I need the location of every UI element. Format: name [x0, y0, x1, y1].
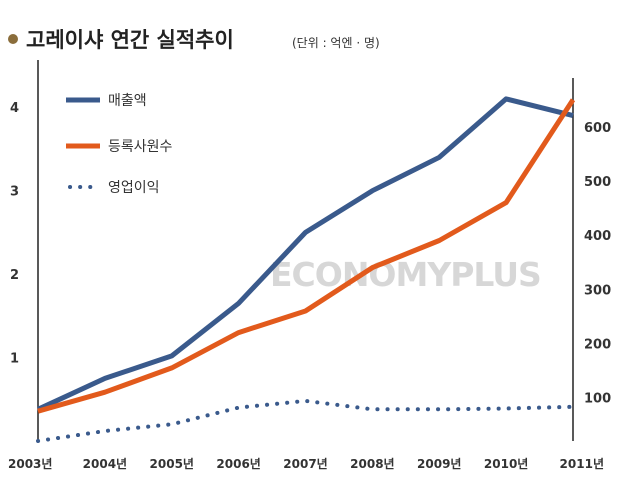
legend-label: 영업이익	[108, 180, 160, 196]
chart-title: 고레이샤 연간 실적추이	[26, 28, 234, 52]
x-tick-label: 2005년	[150, 457, 194, 471]
title-bullet	[8, 34, 18, 44]
left-tick-label: 2	[10, 268, 19, 283]
right-tick-label: 300	[584, 283, 611, 298]
x-tick-label: 2007년	[283, 457, 327, 471]
right-tick-label: 100	[584, 392, 611, 407]
series-line-operating_profit	[36, 398, 575, 443]
x-axis-ticks: 2003년 2004년 2005년 2006년 2007년 2008년 2009년 2010년…	[8, 457, 604, 471]
x-tick-label: 2008년	[350, 457, 394, 471]
left-axis-ticks: 1 2 3 4	[10, 101, 19, 366]
x-tick-label: 2011년	[560, 457, 604, 471]
x-tick-label: 2003년	[8, 457, 52, 471]
chart-unit: (단위 : 억엔 · 명)	[292, 36, 380, 50]
x-tick-label: 2010년	[484, 457, 528, 471]
watermark-text: ECONOMYPLUS	[270, 255, 541, 294]
left-tick-label: 1	[10, 352, 19, 367]
series-layer	[36, 96, 576, 443]
left-tick-label: 3	[10, 185, 19, 200]
legend-label: 등록사원수	[108, 139, 173, 155]
left-tick-label: 4	[10, 101, 19, 116]
right-axis-ticks: 100 200 300 400 500 600	[584, 121, 611, 407]
right-tick-label: 400	[584, 229, 611, 244]
x-tick-label: 2009년	[417, 457, 461, 471]
x-tick-label: 2006년	[216, 457, 260, 471]
legend-label: 매출액	[108, 93, 147, 109]
right-tick-label: 600	[584, 121, 611, 136]
right-tick-label: 500	[584, 175, 611, 190]
right-tick-label: 200	[584, 337, 611, 352]
x-tick-label: 2004년	[83, 457, 127, 471]
